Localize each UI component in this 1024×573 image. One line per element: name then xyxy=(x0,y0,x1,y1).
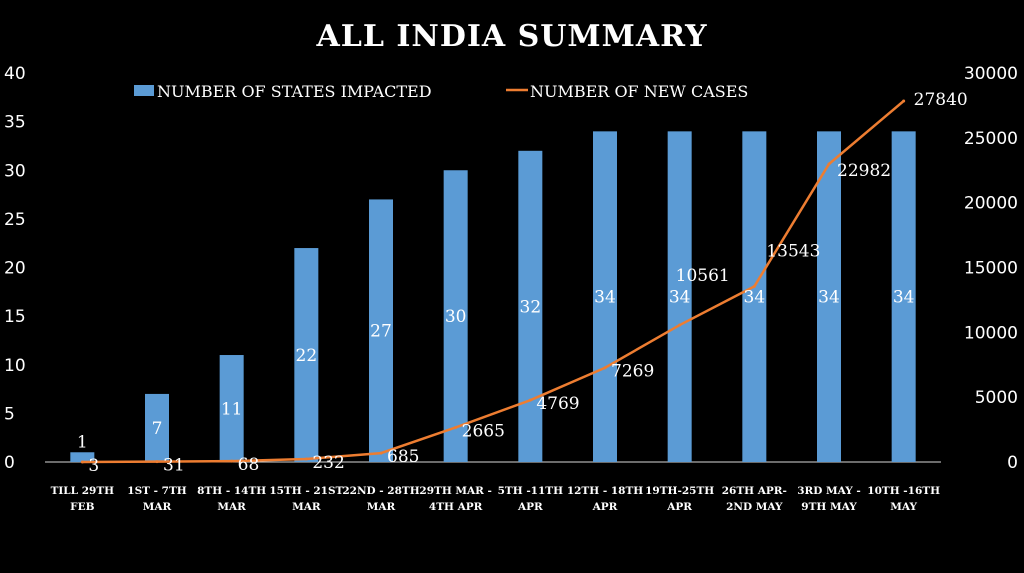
category-label: 8TH - 14TH xyxy=(197,485,266,497)
category-label: MAY xyxy=(890,501,917,513)
bar-value-label: 7 xyxy=(152,419,163,439)
line-point xyxy=(379,451,383,455)
category-label: 15TH - 21ST xyxy=(269,485,343,497)
line-point xyxy=(902,99,906,103)
bar-value-label: 22 xyxy=(296,346,318,366)
bar xyxy=(593,131,617,462)
line-point xyxy=(230,459,234,463)
bar xyxy=(70,452,95,462)
right-axis-tick: 15000 xyxy=(964,259,1018,279)
category-label: 9TH MAY xyxy=(801,501,857,513)
bar-value-label: 34 xyxy=(818,288,840,308)
line-point xyxy=(80,460,84,464)
left-axis-tick: 35 xyxy=(4,113,26,133)
left-axis-tick: 5 xyxy=(4,404,15,424)
left-axis-tick: 15 xyxy=(4,307,26,327)
category-label: 12TH - 18TH xyxy=(567,485,643,497)
left-axis-tick: 0 xyxy=(4,453,15,473)
line-point xyxy=(454,425,458,429)
line-value-label: 232 xyxy=(312,453,344,473)
line-value-label: 68 xyxy=(238,455,260,475)
line-value-label: 3 xyxy=(88,456,99,476)
category-label: MAR xyxy=(292,501,321,513)
bar xyxy=(443,170,468,462)
bar-value-label: 34 xyxy=(669,288,691,308)
category-label: 3RD MAY - xyxy=(797,485,861,497)
bar xyxy=(518,150,543,463)
bar xyxy=(817,131,841,462)
bar-value-label: 11 xyxy=(221,400,243,420)
bar-value-label: 34 xyxy=(744,288,766,308)
line-value-label: 31 xyxy=(163,456,185,476)
category-label: MAR xyxy=(143,501,172,513)
bar-value-label: 34 xyxy=(893,288,915,308)
line-value-label: 13543 xyxy=(766,241,820,261)
line-point xyxy=(752,284,756,288)
bar-value-label: 27 xyxy=(370,322,392,342)
right-axis-tick: 30000 xyxy=(964,64,1018,84)
bar-value-label: 32 xyxy=(520,297,542,317)
bar xyxy=(742,131,767,462)
category-label: MAR xyxy=(217,501,246,513)
left-axis-tick: 25 xyxy=(4,210,26,230)
bar xyxy=(891,131,916,462)
category-label: 5TH -11TH xyxy=(498,485,563,497)
category-label: TILL 29TH xyxy=(51,485,115,497)
line-value-label: 10561 xyxy=(676,266,730,286)
line-value-label: 22982 xyxy=(837,161,891,181)
category-label: 29TH MAR - xyxy=(419,485,492,497)
category-label: 22ND - 28TH xyxy=(342,485,419,497)
line-point xyxy=(155,460,159,464)
line-point xyxy=(678,323,682,327)
bar-value-label: 34 xyxy=(594,288,616,308)
right-axis-tick: 25000 xyxy=(964,129,1018,149)
bar xyxy=(219,355,244,462)
bar-value-label: 1 xyxy=(77,432,88,452)
right-axis-tick: 0 xyxy=(1007,453,1018,473)
category-label: MAR xyxy=(367,501,396,513)
legend: NUMBER OF STATES IMPACTED NUMBER OF NEW … xyxy=(134,82,748,101)
left-axis-tick: 30 xyxy=(4,161,26,181)
line-point xyxy=(304,457,308,461)
chart-title: ALL INDIA SUMMARY xyxy=(315,19,707,54)
right-axis-tick: 10000 xyxy=(964,323,1018,343)
bar xyxy=(145,393,169,462)
category-label: 19TH-25TH xyxy=(645,485,714,497)
left-axis-tick: 10 xyxy=(4,356,26,376)
line-point xyxy=(827,162,831,166)
line-value-label: 7269 xyxy=(611,362,654,382)
line-value-label: 2665 xyxy=(462,421,505,441)
left-axis-tick: 20 xyxy=(4,259,26,279)
category-label: FEB xyxy=(70,501,94,513)
category-label: 1ST - 7TH xyxy=(127,485,186,497)
line-point xyxy=(603,366,607,370)
category-label: 2ND MAY xyxy=(726,501,783,513)
category-label: APR xyxy=(592,501,618,513)
left-axis-tick: 40 xyxy=(4,64,26,84)
category-label: 10TH -16TH xyxy=(867,485,940,497)
line-value-label: 685 xyxy=(387,447,419,467)
line-value-label: 27840 xyxy=(914,90,968,110)
bar-value-label: 30 xyxy=(445,307,467,327)
category-label: APR xyxy=(517,501,543,513)
bar xyxy=(667,131,692,462)
legend-label-bar: NUMBER OF STATES IMPACTED xyxy=(157,82,432,101)
bar xyxy=(369,199,393,463)
legend-label-line: NUMBER OF NEW CASES xyxy=(530,82,748,101)
line-value-label: 4769 xyxy=(536,394,579,414)
category-label: 26TH APR- xyxy=(722,485,787,497)
legend-swatch-bar xyxy=(134,85,154,96)
right-axis-tick: 5000 xyxy=(975,388,1018,408)
line-point xyxy=(528,398,532,402)
line-series xyxy=(82,100,905,464)
bar xyxy=(294,248,319,462)
category-label: APR xyxy=(666,501,692,513)
category-label: 4TH APR xyxy=(429,501,483,513)
right-axis-tick: 20000 xyxy=(964,194,1018,214)
